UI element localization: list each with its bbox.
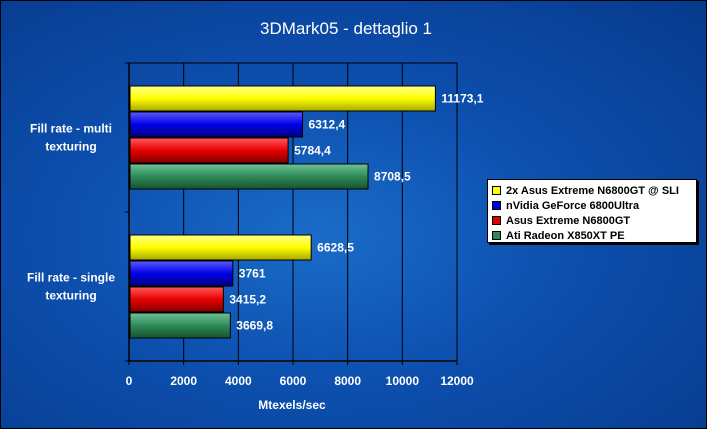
legend-label: Asus Extreme N6800GT <box>506 214 631 227</box>
legend-item: Asus Extreme N6800GT <box>492 213 692 228</box>
category-label: Fill rate - single <box>27 271 115 285</box>
x-tick-label: 10000 <box>386 374 420 388</box>
data-label: 11173,1 <box>441 92 483 106</box>
x-tick-label: 6000 <box>280 374 307 388</box>
x-tick-label: 4000 <box>225 374 252 388</box>
legend-label: Ati Radeon X850XT PE <box>506 229 625 242</box>
bar <box>129 286 224 313</box>
data-label: 3761 <box>239 267 266 281</box>
category-label: texturing <box>45 289 96 303</box>
legend-swatch <box>492 186 501 195</box>
legend-label: 2x Asus Extreme N6800GT @ SLI <box>506 184 679 197</box>
legend-item: Ati Radeon X850XT PE <box>492 228 692 243</box>
x-axis-title: Mtexels/sec <box>258 398 326 412</box>
legend-swatch <box>492 216 501 225</box>
legend: 2x Asus Extreme N6800GT @ SLI nVidia GeFo… <box>487 179 697 243</box>
bar <box>129 260 234 287</box>
x-tick-label: 2000 <box>170 374 197 388</box>
x-tick-label: 0 <box>126 374 133 388</box>
legend-swatch <box>492 201 501 210</box>
category-label: Fill rate - multi <box>30 122 112 136</box>
data-label: 6312,4 <box>309 118 346 132</box>
bar <box>129 137 289 164</box>
bar <box>129 234 312 261</box>
bar <box>129 312 231 339</box>
category-label: texturing <box>45 140 96 154</box>
data-label: 3669,8 <box>236 319 273 333</box>
legend-item: nVidia GeForce 6800Ultra <box>492 198 692 213</box>
x-tick-label: 12000 <box>440 374 474 388</box>
data-label: 6628,5 <box>317 241 354 255</box>
bar <box>129 85 436 112</box>
bar <box>129 111 304 138</box>
data-label: 5784,4 <box>294 144 331 158</box>
data-label: 8708,5 <box>374 170 411 184</box>
x-tick-label: 8000 <box>334 374 361 388</box>
legend-item: 2x Asus Extreme N6800GT @ SLI <box>492 183 692 198</box>
chart-title: 3DMark05 - dettaglio 1 <box>260 19 432 38</box>
legend-label: nVidia GeForce 6800Ultra <box>506 199 640 212</box>
bar <box>129 163 369 190</box>
plot-area: 0 2000 4000 6000 8000 10000 12000 11173,1 6312,4… <box>27 62 484 388</box>
legend-swatch <box>492 231 501 240</box>
data-label: 3415,2 <box>229 293 266 307</box>
